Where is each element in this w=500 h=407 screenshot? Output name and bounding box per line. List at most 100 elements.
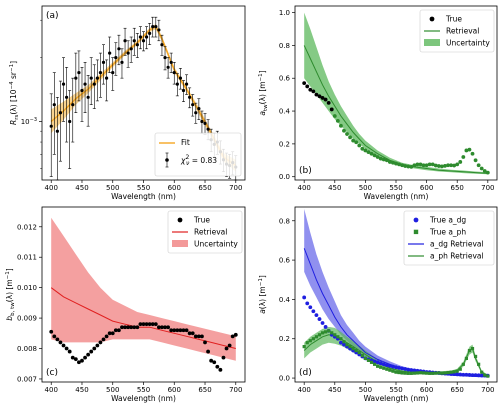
data-point bbox=[74, 76, 78, 80]
true-aph-point bbox=[305, 341, 309, 345]
true-adg-point bbox=[378, 361, 383, 366]
true-aph-point bbox=[409, 371, 413, 375]
true-point-green bbox=[345, 132, 349, 136]
true-adg-point bbox=[375, 360, 380, 365]
true-point bbox=[123, 325, 127, 330]
true-point bbox=[209, 358, 214, 363]
x-tick-label: 600 bbox=[420, 386, 433, 394]
true-point bbox=[169, 328, 174, 333]
x-tick-label: 550 bbox=[137, 184, 150, 192]
legend-uncertainty-swatch bbox=[424, 39, 440, 46]
y-tick-label: 10−3 bbox=[21, 117, 37, 126]
true-point bbox=[317, 94, 322, 99]
true-point-green bbox=[406, 164, 411, 169]
true-point-green bbox=[427, 162, 432, 167]
true-aph-point bbox=[486, 374, 490, 378]
x-tick-label: 700 bbox=[229, 184, 242, 192]
legend-b: True Retrieval Uncertainty bbox=[419, 9, 495, 53]
true-aph-point bbox=[425, 371, 429, 375]
true-point bbox=[227, 343, 232, 348]
true-adg-point bbox=[323, 325, 328, 329]
true-point bbox=[132, 325, 137, 330]
x-tick-label: 650 bbox=[451, 184, 464, 192]
true-aph-point bbox=[415, 371, 420, 375]
x-tick-label: 450 bbox=[75, 386, 88, 394]
true-point bbox=[73, 357, 78, 362]
true-point-green bbox=[332, 114, 337, 118]
true-point bbox=[308, 87, 313, 92]
panel-label: (c) bbox=[46, 368, 58, 378]
legend-label: True bbox=[193, 216, 210, 225]
data-point bbox=[172, 70, 176, 75]
true-point bbox=[67, 349, 72, 354]
true-adg-point bbox=[302, 295, 307, 300]
x-tick-label: 650 bbox=[198, 184, 211, 192]
data-point bbox=[65, 95, 69, 99]
data-point bbox=[206, 127, 210, 131]
true-aph-point bbox=[339, 337, 343, 341]
y-tick-label: 0.0 bbox=[279, 375, 290, 383]
true-point bbox=[64, 346, 69, 351]
true-point-green bbox=[446, 163, 450, 168]
true-adg-point bbox=[470, 373, 475, 378]
true-aph-point bbox=[376, 364, 380, 368]
true-point bbox=[230, 334, 235, 339]
true-point bbox=[156, 325, 161, 330]
data-point bbox=[68, 119, 72, 124]
true-adg-point bbox=[403, 367, 408, 371]
y-tick-label: 0.009 bbox=[17, 315, 37, 323]
data-point bbox=[203, 121, 207, 125]
true-adg-point bbox=[317, 317, 322, 321]
true-adg-point bbox=[461, 372, 466, 377]
y-tick-label: 0.012 bbox=[17, 223, 37, 231]
legend-true-swatch bbox=[429, 16, 435, 22]
true-point bbox=[320, 96, 325, 100]
true-point-green bbox=[397, 162, 401, 167]
panel-label: (d) bbox=[299, 368, 312, 378]
true-point bbox=[218, 367, 223, 372]
uncertainty-band bbox=[304, 12, 488, 175]
true-point bbox=[311, 89, 316, 94]
panel-c bbox=[49, 217, 238, 372]
true-adg-point bbox=[479, 373, 484, 378]
x-axis-label: Wavelength (nm) bbox=[111, 192, 176, 201]
y-tick-label: 0.007 bbox=[17, 375, 37, 383]
data-point bbox=[175, 82, 179, 86]
true-aph-point bbox=[452, 370, 456, 374]
true-aph-point bbox=[449, 370, 453, 374]
legend-a: Fit χ2 ν = 0.83 bbox=[154, 132, 242, 177]
true-point-green bbox=[363, 148, 368, 153]
true-point-green bbox=[473, 158, 478, 163]
true-point bbox=[52, 334, 57, 339]
data-point bbox=[184, 82, 189, 86]
true-point bbox=[326, 100, 331, 105]
legend-frame bbox=[403, 210, 495, 266]
true-adg-point bbox=[412, 368, 417, 373]
legend-d: True a_dg True a_ph a_dg Retrieval a_ph Ret… bbox=[403, 210, 495, 266]
axes-1: 400 450 500 550 600 650 700 Wavelength (nm) 0.0 0… bbox=[258, 5, 498, 201]
true-point bbox=[190, 331, 195, 336]
legend-label: True a_dg bbox=[429, 216, 466, 225]
true-point bbox=[89, 349, 94, 354]
data-point bbox=[114, 55, 118, 60]
x-axis-label: Wavelength (nm) bbox=[364, 394, 429, 403]
true-point-green bbox=[415, 162, 420, 167]
true-point-green bbox=[430, 162, 435, 167]
true-point-green bbox=[381, 157, 386, 162]
y-tick-label: 1.0 bbox=[279, 9, 290, 17]
true-point-green bbox=[458, 160, 463, 164]
true-aph-point bbox=[308, 339, 312, 343]
true-point-green bbox=[476, 163, 481, 168]
true-point bbox=[314, 92, 319, 97]
true-point bbox=[107, 331, 112, 336]
true-adg-point bbox=[381, 362, 386, 367]
data-point bbox=[194, 111, 198, 115]
true-point-green bbox=[342, 128, 346, 133]
legend-label: True a_ph bbox=[429, 228, 466, 237]
true-point-green bbox=[369, 151, 374, 156]
true-adg-point bbox=[308, 305, 313, 310]
x-tick-label: 600 bbox=[168, 184, 181, 192]
true-point-green bbox=[357, 143, 362, 148]
data-point bbox=[160, 43, 164, 47]
true-point-green bbox=[464, 148, 469, 153]
